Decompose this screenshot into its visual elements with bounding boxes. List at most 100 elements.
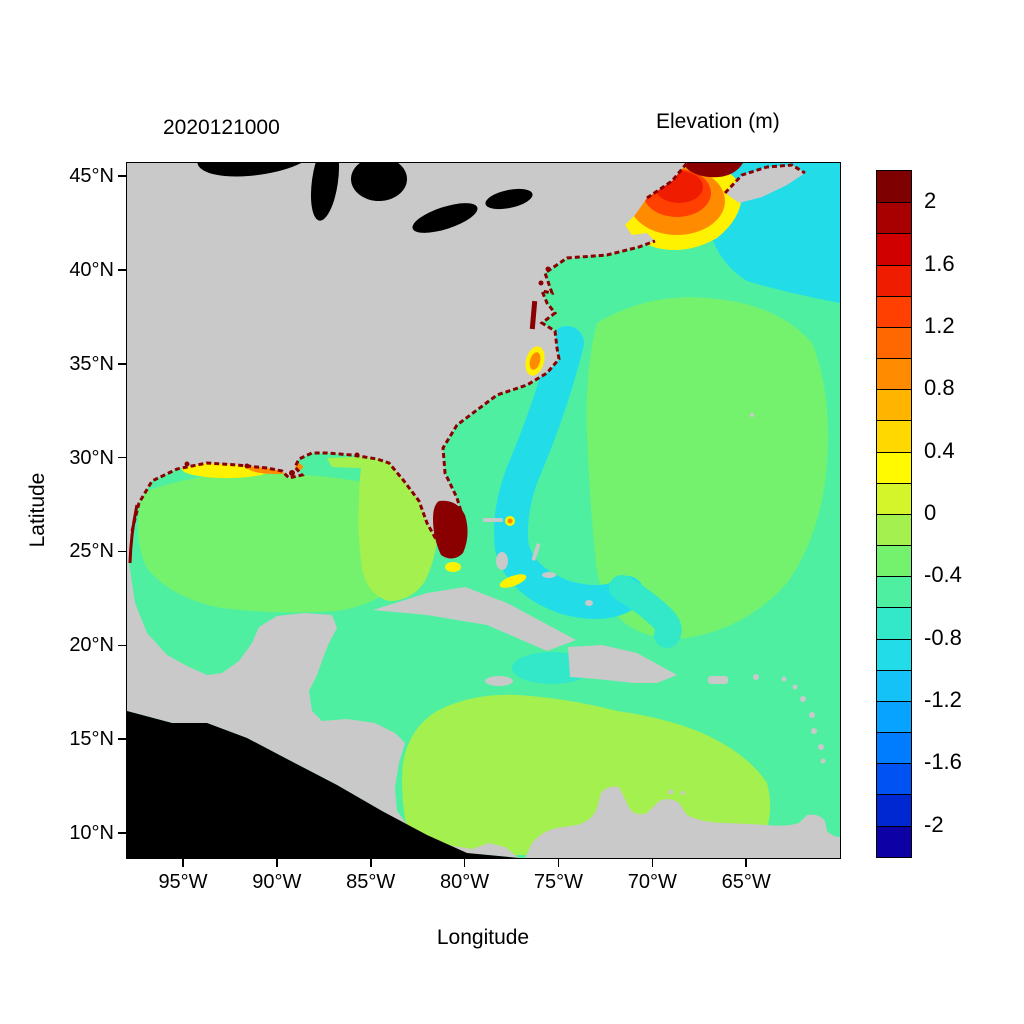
bay-of-fundy-darkred	[683, 163, 743, 178]
colorbar-tick-label: -1.6	[924, 749, 962, 775]
land-lesser-antilles	[668, 413, 826, 795]
y-tick-mark	[118, 175, 126, 177]
colorbar-segment	[877, 576, 911, 608]
colorbar-tick-label: 2	[924, 188, 937, 214]
x-tick-mark	[276, 859, 278, 867]
x-tick-label: 65°W	[721, 871, 771, 893]
y-tick-label: 10°N	[69, 822, 114, 845]
colorbar-segment	[877, 171, 911, 203]
land-eleuthera	[531, 543, 541, 561]
pacific-outside-domain	[127, 711, 519, 858]
colorbar-tick-label: -2	[924, 811, 944, 837]
land-south-america	[525, 786, 840, 858]
y-axis-label: Latitude	[26, 472, 49, 548]
colorbar-segment	[877, 638, 911, 670]
y-tick-label: 30°N	[69, 446, 114, 469]
texas-lagoon-darkred	[128, 504, 139, 564]
colorbar-segment	[877, 202, 911, 234]
colorbar-segment	[877, 794, 911, 826]
colorbar-segment	[877, 669, 911, 701]
colorbar-segment	[877, 513, 911, 546]
colorbar-segment	[877, 545, 911, 577]
x-tick-mark	[745, 859, 747, 867]
land-north-america	[127, 163, 687, 858]
y-tick-label: 15°N	[69, 728, 114, 751]
elevation-map	[127, 163, 840, 858]
timestamp-title: 2020121000	[163, 116, 280, 139]
colorbar	[876, 170, 912, 858]
colorbar-segment	[877, 607, 911, 639]
colorbar-tick-label: 0.4	[924, 437, 955, 463]
y-tick-mark	[118, 363, 126, 365]
colorbar-tick-label: 0	[924, 500, 937, 525]
y-tick-label: 25°N	[69, 540, 114, 563]
colorbar-title: Elevation (m)	[656, 110, 780, 133]
colorbar-tick-label: -1.2	[924, 687, 962, 713]
panhandle-shelf-band	[327, 456, 384, 469]
x-tick-label: 75°W	[533, 871, 583, 893]
x-tick-mark	[182, 859, 184, 867]
florida-bay-yellow	[445, 562, 461, 572]
bahama-bank-yellow-arc	[499, 574, 527, 588]
gulf-of-mexico-band	[138, 473, 405, 613]
gulf-stream-cyan-band	[494, 326, 644, 619]
atlantic-zero-band	[586, 297, 828, 639]
bahamas-cyan-extension	[609, 575, 682, 648]
land-cuba	[373, 587, 576, 651]
x-tick-label: 85°W	[346, 871, 396, 893]
y-tick-label: 45°N	[69, 165, 114, 187]
colorbar-tick-label: -0.8	[924, 624, 962, 650]
colorbar-segment	[877, 358, 911, 390]
abaco-orange-core	[507, 518, 513, 524]
x-tick-label: 95°W	[158, 871, 208, 893]
x-tick-label: 70°W	[627, 871, 677, 893]
colorbar-segment	[877, 700, 911, 733]
y-tick-mark	[118, 738, 126, 740]
y-tick-label: 35°N	[69, 352, 114, 375]
chesapeake-darkred	[529, 300, 538, 330]
x-tick-mark	[463, 859, 466, 867]
coastal-darkred-specks	[184, 266, 551, 476]
y-tick-label: 20°N	[69, 634, 114, 657]
land-turks	[585, 600, 593, 606]
y-tick-mark	[118, 832, 126, 834]
colorbar-tick-label: 1.2	[924, 312, 955, 338]
colorbar-segment	[877, 295, 911, 327]
y-tick-mark	[118, 550, 126, 553]
colorbar-tick-label: 0.8	[924, 375, 955, 401]
y-tick-mark	[118, 644, 126, 647]
x-tick-label: 90°W	[252, 871, 302, 893]
colorbar-segment	[877, 233, 911, 265]
colorbar-segment	[877, 763, 911, 795]
colorbar-segment	[877, 825, 911, 857]
x-axis-label: Longitude	[436, 926, 530, 949]
land-andros	[496, 552, 508, 570]
pamlico-orange	[529, 352, 541, 370]
colorbar-segment	[877, 264, 911, 296]
map-plot-area	[126, 162, 841, 859]
colorbar-segment	[877, 482, 911, 514]
south-florida-darkred	[433, 500, 468, 559]
colorbar-segment	[877, 732, 911, 764]
y-tick-mark	[118, 269, 126, 271]
colorbar-tick-label: 1.6	[924, 250, 955, 276]
x-tick-mark	[370, 859, 372, 867]
land-hispaniola	[568, 645, 677, 683]
x-tick-mark	[651, 859, 654, 867]
coastal-fringe-darkred	[130, 163, 806, 550]
y-tick-label: 40°N	[69, 258, 114, 281]
colorbar-segment	[877, 451, 911, 483]
colorbar-tick-label: -0.4	[924, 562, 962, 588]
x-tick-label: 80°W	[440, 871, 490, 893]
colorbar-segment	[877, 420, 911, 452]
land-puerto-rico	[708, 676, 728, 684]
great-lakes	[197, 163, 533, 233]
land-jamaica	[485, 676, 513, 686]
land-long-island-bahamas	[542, 572, 556, 578]
land-grand-bahama	[483, 518, 503, 522]
x-tick-mark	[557, 859, 560, 867]
colorbar-segment	[877, 389, 911, 421]
y-tick-mark	[118, 456, 126, 459]
colorbar-segment	[877, 326, 911, 359]
